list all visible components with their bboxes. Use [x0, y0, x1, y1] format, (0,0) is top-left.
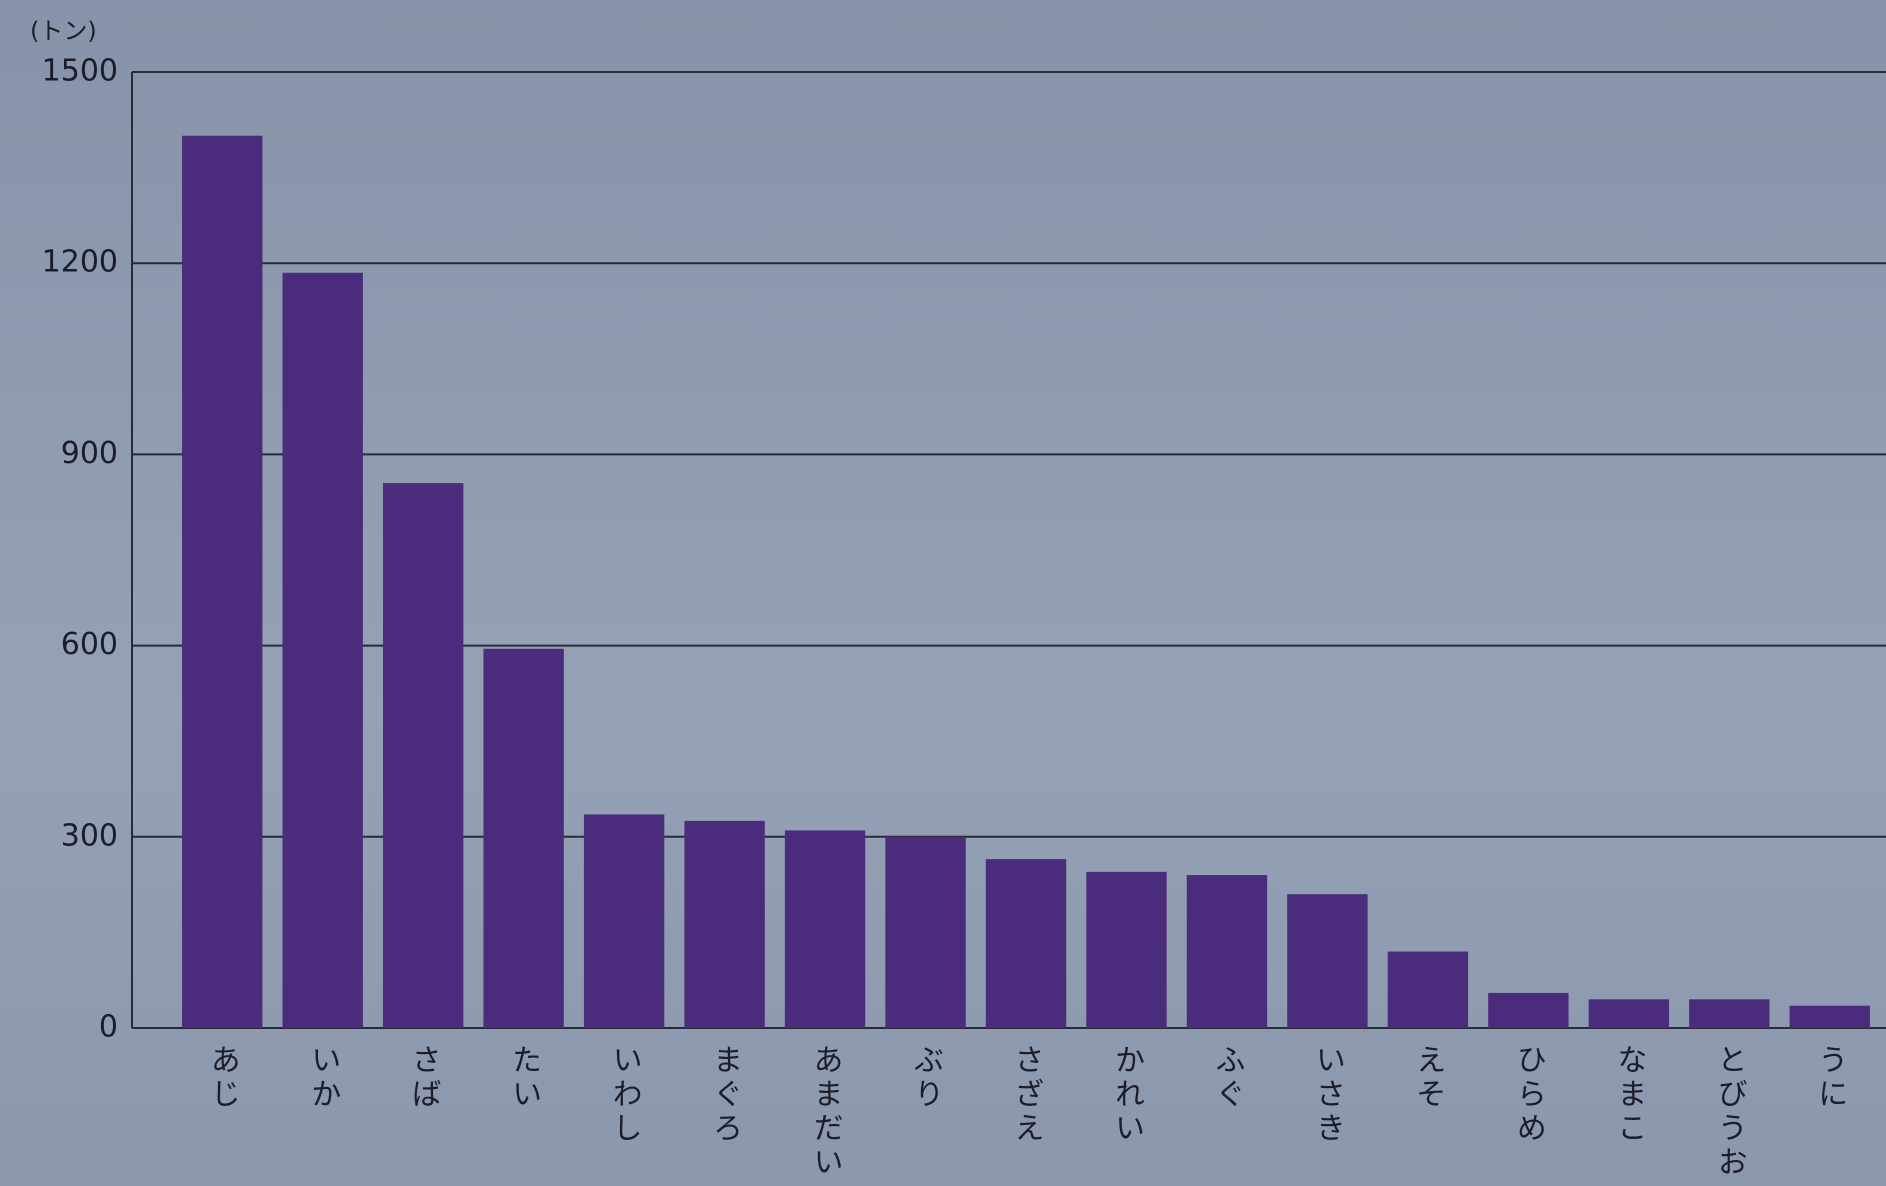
- bar: [1689, 999, 1770, 1028]
- bar: [1086, 871, 1167, 1028]
- x-tick-label: あじ: [205, 1044, 240, 1112]
- bar: [985, 859, 1067, 1028]
- bar: [182, 135, 263, 1028]
- y-tick-label: 1200: [42, 245, 118, 280]
- x-tick-label: えそ: [1410, 1044, 1445, 1112]
- x-tick-label: さざえ: [1009, 1044, 1044, 1146]
- x-tick-label: とびうお: [1712, 1044, 1747, 1180]
- x-tick-label: まぐろ: [707, 1044, 742, 1146]
- x-tick-label: いか: [305, 1044, 340, 1112]
- y-tick-label: 900: [61, 436, 118, 471]
- y-tick-label: 600: [61, 627, 118, 662]
- bar: [1387, 951, 1469, 1028]
- bar: [1287, 894, 1368, 1028]
- x-tick-label: なまこ: [1611, 1044, 1646, 1146]
- x-tick-label: さば: [406, 1044, 441, 1112]
- bar: [1789, 1005, 1870, 1028]
- bar: [784, 830, 866, 1028]
- bar: [1186, 875, 1268, 1028]
- bar: [684, 820, 765, 1028]
- bar: [583, 814, 665, 1028]
- y-axis-label: (トン): [30, 17, 97, 45]
- bar: [382, 483, 464, 1029]
- x-tick-label: かれい: [1109, 1044, 1144, 1146]
- y-tick-label: 300: [61, 818, 118, 853]
- x-tick-label: たい: [506, 1044, 541, 1112]
- x-tick-label: ひらめ: [1511, 1044, 1546, 1146]
- x-tick-label: うに: [1812, 1044, 1847, 1112]
- bar: [1488, 992, 1569, 1028]
- y-tick-label: 0: [99, 1010, 118, 1045]
- bar: [483, 648, 564, 1028]
- x-tick-label: いわし: [607, 1044, 642, 1146]
- x-tick-label: あまだい: [808, 1044, 843, 1180]
- x-tick-label: いさき: [1310, 1044, 1345, 1146]
- x-tick-label: ぶり: [908, 1044, 944, 1112]
- bar: [282, 272, 363, 1028]
- bar: [1588, 999, 1670, 1028]
- bar: [885, 836, 966, 1028]
- x-tick-label: ふぐ: [1209, 1044, 1244, 1112]
- y-tick-label: 1500: [42, 54, 118, 89]
